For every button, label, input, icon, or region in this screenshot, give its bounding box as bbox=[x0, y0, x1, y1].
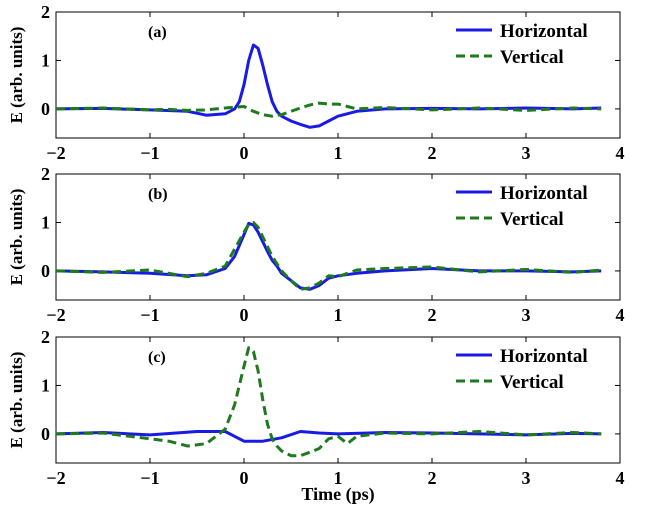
x-tick-label: 1 bbox=[334, 305, 343, 325]
series-line-horizontal bbox=[56, 430, 602, 443]
y-tick-label: 2 bbox=[41, 2, 50, 22]
x-tick-label: −1 bbox=[140, 143, 159, 163]
y-axis-label: E (arb. units) bbox=[7, 27, 26, 124]
panel-label: (b) bbox=[148, 186, 168, 203]
y-axis-label: E (arb. units) bbox=[7, 352, 26, 449]
x-tick-label: −2 bbox=[46, 468, 65, 488]
series-line-vertical bbox=[56, 221, 602, 291]
panels-root: −2 −1 0 1 2 3 4 0 1 2 E (arb. units) (a) Horizontal V… bbox=[7, 2, 625, 488]
y-tick-label: 2 bbox=[41, 327, 50, 347]
y-tick-label: 1 bbox=[41, 50, 50, 70]
x-tick-label: 2 bbox=[428, 143, 437, 163]
y-tick-label: 1 bbox=[41, 212, 50, 232]
legend-entry-horizontal: Horizontal bbox=[500, 183, 588, 204]
x-tick-label: 4 bbox=[616, 143, 625, 163]
x-tick-label: −2 bbox=[46, 305, 65, 325]
x-tick-label: 3 bbox=[522, 143, 531, 163]
legend-entry-vertical: Vertical bbox=[500, 47, 564, 68]
x-tick-label: 0 bbox=[240, 468, 249, 488]
panel-2: −2 −1 0 1 2 3 4 0 1 2 E (arb. units) (b) Horizontal V… bbox=[7, 164, 625, 325]
panel-1: −2 −1 0 1 2 3 4 0 1 2 E (arb. units) (a) Horizontal V… bbox=[7, 2, 625, 163]
legend-entry-horizontal: Horizontal bbox=[500, 21, 588, 42]
x-tick-label: 0 bbox=[240, 143, 249, 163]
series-line-horizontal bbox=[56, 221, 602, 291]
panel-label: (c) bbox=[148, 349, 166, 366]
x-tick-label: 4 bbox=[616, 468, 625, 488]
y-tick-label: 2 bbox=[41, 164, 50, 184]
x-tick-label: −1 bbox=[140, 468, 159, 488]
x-tick-label: 2 bbox=[428, 468, 437, 488]
x-tick-label: −2 bbox=[46, 143, 65, 163]
x-tick-label: 1 bbox=[334, 143, 343, 163]
series-line-vertical bbox=[56, 101, 602, 118]
x-tick-label: 0 bbox=[240, 305, 249, 325]
x-tick-label: 3 bbox=[522, 468, 531, 488]
panel-3: −2 −1 0 1 2 3 4 0 1 2 E (arb. units) (c) Horizontal V… bbox=[7, 327, 625, 488]
x-tick-label: −1 bbox=[140, 305, 159, 325]
x-axis-label: Time (ps) bbox=[301, 484, 374, 505]
y-tick-label: 0 bbox=[41, 99, 50, 119]
x-tick-label: 4 bbox=[616, 305, 625, 325]
series-line-vertical bbox=[56, 346, 602, 458]
x-tick-label: 3 bbox=[522, 305, 531, 325]
legend-entry-vertical: Vertical bbox=[500, 372, 564, 393]
y-tick-label: 0 bbox=[41, 424, 50, 444]
y-axis-label: E (arb. units) bbox=[7, 189, 26, 286]
x-tick-label: 1 bbox=[334, 468, 343, 488]
panel-label: (a) bbox=[148, 24, 167, 41]
x-tick-label: 2 bbox=[428, 305, 437, 325]
legend-entry-horizontal: Horizontal bbox=[500, 346, 588, 367]
y-tick-label: 0 bbox=[41, 261, 50, 281]
y-tick-label: 1 bbox=[41, 375, 50, 395]
legend-entry-vertical: Vertical bbox=[500, 209, 564, 230]
